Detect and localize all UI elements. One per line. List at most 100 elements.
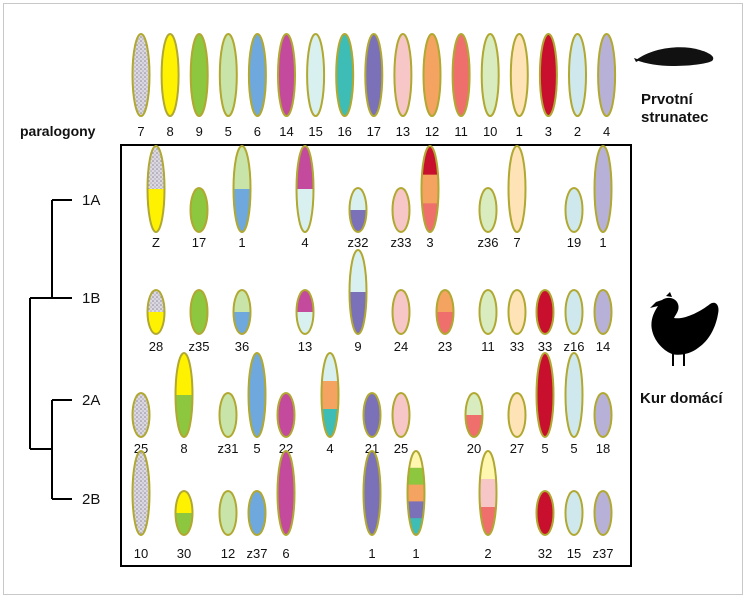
paralogon-outline bbox=[535, 490, 555, 536]
segment-c15 bbox=[349, 250, 367, 293]
paralogon-label: 6 bbox=[282, 546, 289, 561]
segment-c7 bbox=[132, 451, 150, 535]
paralogon-outline bbox=[507, 392, 527, 438]
ancestral-paralogon bbox=[335, 33, 355, 117]
ancestral-paralogon bbox=[247, 33, 267, 117]
paralogon-label: 9 bbox=[196, 124, 203, 139]
paralogon-label: 24 bbox=[394, 339, 408, 354]
paralogon-outline bbox=[189, 187, 209, 233]
segment-c12 bbox=[423, 34, 441, 116]
paralogon-label: z37 bbox=[247, 546, 268, 561]
paralogon-label: 5 bbox=[253, 441, 260, 456]
segment-c15 bbox=[296, 189, 314, 232]
paralogon-outline bbox=[364, 33, 384, 117]
paralogon-label: 25 bbox=[134, 441, 148, 456]
paralogon-label: 33 bbox=[538, 339, 552, 354]
paralogon-outline bbox=[422, 33, 442, 117]
paralogon-label: 25 bbox=[394, 441, 408, 456]
segment-c9 bbox=[175, 395, 193, 437]
paralogon-label: 28 bbox=[149, 339, 163, 354]
segment-c1 bbox=[508, 393, 526, 437]
chicken-paralogon bbox=[593, 392, 613, 438]
segment-c17 bbox=[363, 393, 381, 437]
paralogon-outline bbox=[160, 33, 180, 117]
chicken-paralogon bbox=[174, 352, 194, 438]
paralogon-label: 3 bbox=[545, 124, 552, 139]
paralogon-label: 12 bbox=[425, 124, 439, 139]
paralogon-label: 1 bbox=[368, 546, 375, 561]
segment-c17 bbox=[407, 501, 425, 519]
segment-c9 bbox=[190, 290, 208, 334]
paralogon-outline bbox=[131, 33, 151, 117]
segment-c5 bbox=[219, 34, 237, 116]
segment-c11 bbox=[465, 415, 483, 437]
paralogon-outline bbox=[362, 392, 382, 438]
chicken-paralogon bbox=[276, 450, 296, 536]
paralogon-outline bbox=[295, 289, 315, 335]
paralogon-label: 1 bbox=[238, 235, 245, 250]
paralogon-label: 2 bbox=[574, 124, 581, 139]
outer-border bbox=[3, 3, 743, 595]
chicken-paralogon bbox=[247, 490, 267, 536]
paralogon-outline bbox=[276, 392, 296, 438]
paralogon-outline bbox=[348, 249, 368, 335]
paralogon-label: 1 bbox=[412, 546, 419, 561]
paralogon-outline bbox=[568, 33, 587, 117]
segment-c5 bbox=[219, 491, 237, 535]
segment-c10 bbox=[465, 393, 483, 416]
chicken-paralogon bbox=[593, 289, 613, 335]
paralogon-label: 14 bbox=[596, 339, 610, 354]
paralogon-outline bbox=[507, 289, 527, 335]
paralogon-outline bbox=[564, 490, 584, 536]
organism-bottom: Kur domácí bbox=[640, 390, 723, 407]
segment-c14 bbox=[296, 146, 314, 190]
chicken-paralogon bbox=[247, 352, 267, 438]
ancestral-paralogon bbox=[480, 33, 500, 117]
paralogon-label: 15 bbox=[308, 124, 322, 139]
chicken-paralogon bbox=[362, 450, 382, 536]
paralogon-outline bbox=[393, 33, 413, 117]
group-label-2a: 2A bbox=[82, 392, 100, 409]
paralogon-label: 6 bbox=[254, 124, 261, 139]
chicken-paralogon bbox=[348, 187, 368, 233]
paralogon-outline bbox=[247, 490, 267, 536]
segment-c1 bbox=[508, 146, 526, 232]
paralogon-label: 27 bbox=[510, 441, 524, 456]
paralogon-outline bbox=[509, 33, 529, 117]
paralogon-label: 1 bbox=[599, 235, 606, 250]
chicken-paralogon bbox=[564, 352, 584, 438]
paralogon-row-1b: 28 z35 36 13 9 24 23 11 33 33 z16 14 bbox=[146, 249, 613, 354]
segment-c15 bbox=[349, 188, 367, 211]
paralogon-label: 8 bbox=[166, 124, 173, 139]
paralogon-outline bbox=[420, 145, 440, 233]
paralogon-label: 22 bbox=[279, 441, 293, 456]
chicken-paralogon bbox=[406, 450, 426, 536]
chicken-paralogon bbox=[218, 392, 238, 438]
segment-c9 bbox=[190, 34, 208, 116]
chicken-paralogon bbox=[146, 289, 166, 335]
segment-c2 bbox=[565, 353, 583, 437]
lancelet-silhouette-icon bbox=[634, 47, 714, 66]
ancestral-paralogon bbox=[451, 33, 471, 117]
segment-c7 bbox=[147, 290, 165, 313]
paralogon-outline bbox=[320, 352, 340, 438]
paralogon-label: z33 bbox=[391, 235, 412, 250]
ancestral-paralogon bbox=[509, 33, 529, 117]
paralogon-outline bbox=[478, 187, 498, 233]
segment-c8 bbox=[147, 312, 165, 334]
paralogon-outline bbox=[218, 490, 238, 536]
paralogon-outline bbox=[478, 450, 498, 536]
chicken-paralogon bbox=[464, 392, 484, 438]
paralogon-label: 19 bbox=[567, 235, 581, 250]
paralogon-label: 23 bbox=[438, 339, 452, 354]
chicken-paralogon bbox=[189, 289, 209, 335]
ancestral-paralogon bbox=[306, 33, 326, 117]
segment-c17 bbox=[363, 451, 381, 535]
chicken-paralogon-rows: Z 17 1 4 z32 z33 3 z36 7 19 128 z35 36 13 9 24 23 11 33 33 z… bbox=[131, 145, 613, 561]
paralogon-outline bbox=[564, 352, 584, 438]
chicken-paralogon bbox=[218, 490, 238, 536]
segment-c8 bbox=[175, 491, 193, 514]
paralogon-outline bbox=[435, 289, 455, 335]
paralogon-label: 13 bbox=[396, 124, 410, 139]
